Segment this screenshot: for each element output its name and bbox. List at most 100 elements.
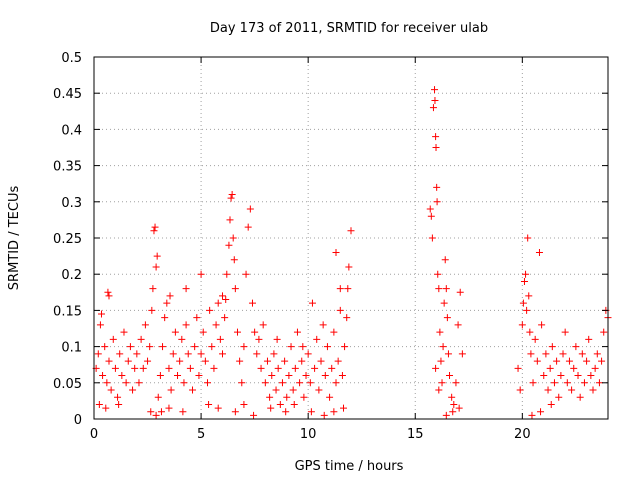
- data-point: [206, 306, 214, 314]
- data-point: [139, 364, 147, 372]
- data-point: [223, 270, 231, 278]
- data-point: [116, 350, 124, 358]
- data-point: [527, 350, 535, 358]
- data-point: [210, 364, 218, 372]
- data-point: [321, 372, 329, 380]
- data-point: [157, 408, 165, 416]
- data-point: [441, 256, 449, 264]
- data-point: [204, 379, 212, 387]
- data-point: [165, 364, 173, 372]
- data-point: [298, 357, 306, 365]
- data-point: [336, 285, 344, 293]
- data-point: [432, 364, 440, 372]
- data-point: [290, 401, 298, 409]
- y-tick-label: 0.15: [53, 304, 82, 319]
- data-point: [219, 350, 226, 358]
- data-point: [587, 372, 595, 380]
- data-point: [553, 357, 561, 365]
- data-point: [259, 321, 267, 329]
- data-point: [197, 350, 205, 358]
- chart-title: Day 173 of 2011, SRMTID for receiver ula…: [210, 21, 488, 36]
- data-point: [340, 404, 348, 412]
- data-point: [135, 379, 143, 387]
- data-point: [514, 364, 522, 372]
- data-point: [449, 408, 457, 416]
- y-axis-label: SRMTID / TECUs: [7, 186, 22, 291]
- data-point: [429, 104, 437, 112]
- data-point: [320, 411, 328, 419]
- data-point: [242, 270, 250, 278]
- data-point: [285, 372, 293, 380]
- data-point: [226, 216, 234, 224]
- data-point: [302, 372, 310, 380]
- data-point: [308, 299, 316, 307]
- data-point: [529, 379, 537, 387]
- data-point: [591, 364, 599, 372]
- data-point: [572, 343, 580, 351]
- data-point: [193, 314, 201, 322]
- data-point: [94, 350, 102, 358]
- data-point: [178, 335, 186, 343]
- data-point: [208, 343, 216, 351]
- data-point: [96, 321, 104, 329]
- data-point: [585, 335, 593, 343]
- data-point: [432, 144, 440, 151]
- y-tick-label: 0: [74, 413, 82, 428]
- data-point: [595, 379, 603, 387]
- data-point: [546, 364, 554, 372]
- data-point: [214, 404, 222, 412]
- data-point: [436, 328, 444, 336]
- data-point: [199, 328, 207, 336]
- data-point: [266, 393, 274, 401]
- data-point: [263, 357, 271, 365]
- data-point: [559, 350, 567, 358]
- data-point: [141, 321, 149, 329]
- data-point: [182, 285, 190, 293]
- data-point: [528, 411, 536, 419]
- data-point: [452, 379, 460, 387]
- data-point: [304, 350, 312, 358]
- data-point: [547, 401, 555, 409]
- y-tick-label: 0.2: [61, 268, 82, 283]
- data-point: [341, 343, 349, 351]
- data-point: [557, 372, 565, 380]
- y-tick-label: 0.1: [61, 341, 82, 356]
- data-point: [133, 350, 141, 358]
- data-point: [124, 357, 132, 365]
- data-point: [105, 357, 113, 365]
- data-point: [276, 401, 284, 409]
- data-point: [165, 404, 173, 412]
- data-point: [195, 372, 203, 380]
- data-point: [574, 372, 582, 380]
- data-point: [565, 357, 573, 365]
- data-point: [231, 285, 239, 293]
- data-point: [122, 379, 130, 387]
- data-point: [343, 314, 351, 322]
- data-points: [92, 86, 612, 419]
- data-point: [431, 96, 439, 104]
- data-point: [525, 292, 533, 300]
- data-point: [253, 350, 261, 358]
- y-tick-label: 0.35: [53, 160, 82, 175]
- data-point: [225, 241, 233, 249]
- data-point: [144, 357, 152, 365]
- data-point: [272, 386, 280, 394]
- data-point: [129, 386, 137, 394]
- data-point: [114, 393, 122, 401]
- data-point: [166, 292, 174, 300]
- data-point: [118, 372, 126, 380]
- data-point: [428, 234, 436, 242]
- data-point: [442, 411, 450, 419]
- data-point: [287, 343, 295, 351]
- data-point: [336, 306, 344, 314]
- x-axis-tick-labels: 0 5 10 15 20: [90, 427, 531, 442]
- data-point: [526, 328, 534, 336]
- data-point: [456, 288, 464, 296]
- data-point: [328, 364, 336, 372]
- data-point: [516, 386, 524, 394]
- data-point: [146, 343, 154, 351]
- data-point: [99, 372, 107, 380]
- data-point: [238, 379, 246, 387]
- data-point: [431, 86, 439, 94]
- data-point: [169, 350, 177, 358]
